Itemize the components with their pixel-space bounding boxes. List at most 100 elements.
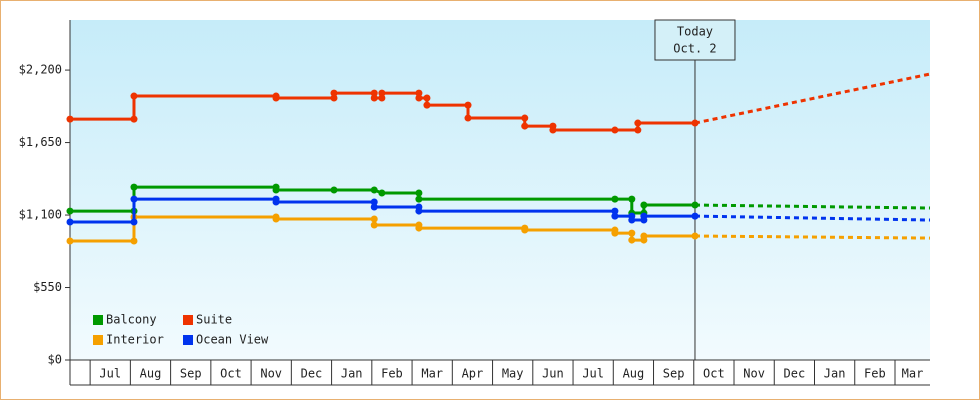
legend-swatch <box>93 315 103 325</box>
point <box>628 236 636 244</box>
point <box>611 126 619 134</box>
today-box <box>654 19 736 61</box>
legend-label: Interior <box>106 333 164 347</box>
point <box>130 115 138 123</box>
legend-swatch <box>93 335 103 345</box>
forecast-line <box>694 214 931 222</box>
point <box>628 216 636 224</box>
point <box>415 207 423 215</box>
y-tick-label: $0 <box>48 353 62 367</box>
x-tick-label: Feb <box>864 367 886 381</box>
point <box>378 94 386 102</box>
x-tick-label: Oct <box>220 367 242 381</box>
y-tick-label: $2,200 <box>19 63 62 77</box>
point <box>611 207 619 215</box>
point <box>611 229 619 237</box>
point <box>521 114 529 122</box>
point <box>378 189 386 197</box>
y-tick-label: $1,100 <box>19 208 62 222</box>
point <box>272 94 280 102</box>
today-label: Today <box>677 25 713 39</box>
legend-label: Suite <box>196 313 232 327</box>
point <box>611 195 619 203</box>
point <box>370 94 378 102</box>
x-tick-label: Mar <box>902 367 924 381</box>
x-tick-label: Sep <box>663 367 685 381</box>
legend-swatch <box>183 335 193 345</box>
point <box>611 212 619 220</box>
legend-label: Balcony <box>106 313 157 327</box>
point <box>423 101 431 109</box>
x-tick-label: Jan <box>824 367 846 381</box>
today-date: Oct. 2 <box>673 42 716 56</box>
x-tick-label: Apr <box>462 367 484 381</box>
point <box>330 94 338 102</box>
x-tick-label: Jan <box>341 367 363 381</box>
point <box>330 89 338 97</box>
point <box>370 89 378 97</box>
point <box>640 232 648 240</box>
point <box>130 92 138 100</box>
point <box>415 224 423 232</box>
point <box>691 232 699 240</box>
x-tick-label: Dec <box>784 367 806 381</box>
x-tick-label: Sep <box>180 367 202 381</box>
point <box>691 119 699 127</box>
point <box>464 101 472 109</box>
point <box>691 212 699 220</box>
x-tick-label: May <box>502 367 524 381</box>
x-tick-label: Aug <box>140 367 162 381</box>
point <box>130 183 138 191</box>
point <box>130 195 138 203</box>
point <box>272 198 280 206</box>
point <box>272 215 280 223</box>
x-tick-label: Jul <box>99 367 121 381</box>
y-tick-label: $1,650 <box>19 135 62 149</box>
point <box>370 198 378 206</box>
y-tick-label: $550 <box>33 280 62 294</box>
point <box>370 186 378 194</box>
point <box>634 119 642 127</box>
point <box>370 203 378 211</box>
point <box>423 94 431 102</box>
point <box>272 186 280 194</box>
x-tick-label: Jun <box>542 367 564 381</box>
point <box>628 195 636 203</box>
forecast-line <box>694 203 931 210</box>
x-tick-label: Dec <box>301 367 323 381</box>
point <box>691 201 699 209</box>
x-tick-label: Feb <box>381 367 403 381</box>
point <box>549 126 557 134</box>
point <box>130 237 138 245</box>
point <box>130 218 138 226</box>
x-tick-label: Oct <box>703 367 725 381</box>
point <box>378 89 386 97</box>
point <box>415 189 423 197</box>
point <box>330 186 338 194</box>
point <box>370 221 378 229</box>
legend-label: Ocean View <box>196 333 269 347</box>
series-line <box>70 185 695 215</box>
plot-area <box>70 20 930 360</box>
point <box>634 126 642 134</box>
point <box>66 237 74 245</box>
point <box>66 207 74 215</box>
legend-swatch <box>183 315 193 325</box>
forecast-line <box>694 72 931 125</box>
x-tick-label: Nov <box>260 367 282 381</box>
point <box>370 215 378 223</box>
point <box>415 94 423 102</box>
point <box>640 212 648 220</box>
x-tick-label: Jul <box>582 367 604 381</box>
point <box>521 226 529 234</box>
x-tick-label: Aug <box>623 367 645 381</box>
point <box>628 229 636 237</box>
point <box>66 115 74 123</box>
x-tick-label: Nov <box>743 367 765 381</box>
point <box>640 201 648 209</box>
point <box>521 122 529 130</box>
forecast-line <box>694 234 931 240</box>
point <box>464 114 472 122</box>
point <box>66 218 74 226</box>
